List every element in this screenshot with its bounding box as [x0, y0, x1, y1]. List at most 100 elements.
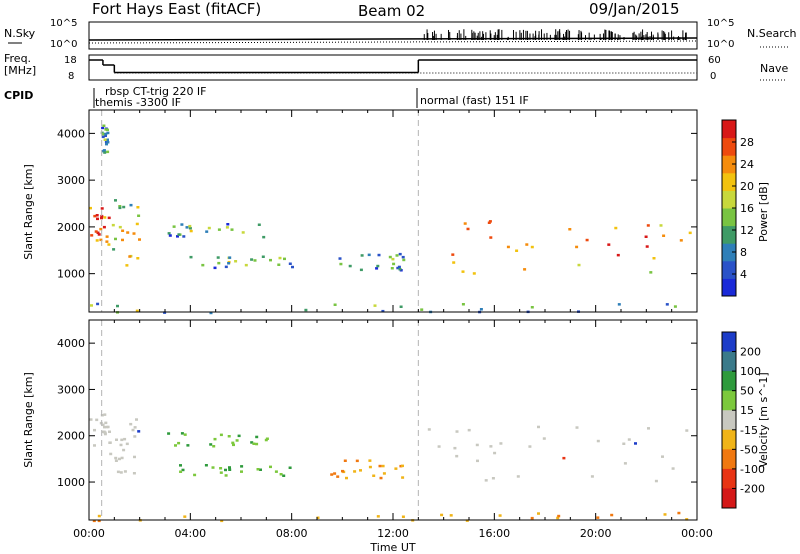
time-tick-label: 08:00	[276, 527, 308, 540]
vel-echo-cell	[379, 476, 383, 480]
power-echo-cell	[116, 304, 119, 308]
vel-echo-cell	[623, 462, 627, 465]
vel-echo-cell	[259, 468, 262, 471]
power-echo-cell	[487, 221, 491, 224]
vel-echo-cell	[627, 438, 631, 441]
vel-echo-cell	[108, 430, 111, 433]
power-echo-cell	[523, 268, 527, 271]
power-echo-cell	[617, 303, 621, 306]
colorbar-swatch	[722, 278, 736, 297]
power-echo-cell	[466, 227, 470, 231]
cpid-label: CPID	[4, 89, 33, 102]
vel-echo-cell	[401, 476, 405, 479]
vel-echo-cell	[282, 474, 286, 477]
power-echo-cell	[128, 255, 132, 258]
power-x-tick-marks	[88, 110, 698, 312]
vel-echo-cell	[109, 452, 113, 456]
vel-echo-cell	[193, 473, 197, 477]
power-echo-cell	[100, 214, 104, 218]
colorbar-swatch	[722, 225, 736, 244]
power-echo-cell	[122, 205, 126, 209]
power-echo-cell	[176, 235, 179, 238]
power-echo-cell	[644, 235, 648, 238]
colorbar-tick-label: 20	[740, 180, 754, 193]
vel-echo-cell	[542, 437, 546, 440]
vel-echo-cell	[562, 456, 566, 460]
vel-echo-cell	[228, 466, 231, 469]
power-echo-cell	[261, 255, 265, 258]
vel-echo-cell	[610, 513, 614, 517]
vel-echo-cell	[685, 518, 689, 521]
power-echo-cell	[114, 199, 117, 202]
power-echo-cell	[420, 308, 424, 311]
power-echo-cell	[104, 128, 108, 131]
power-echo-cell	[101, 135, 105, 139]
power-echo-cell	[376, 264, 380, 268]
vel-echo-cell	[133, 426, 137, 429]
vel-echo-cell	[427, 428, 431, 431]
vel-echo-cell	[123, 437, 127, 441]
power-echo-cell	[96, 231, 100, 234]
vel-echo-cell	[467, 428, 471, 432]
power-echo-cell	[381, 309, 385, 313]
nsky-traces	[88, 29, 698, 44]
vel-echo-cell	[455, 430, 459, 433]
power-echo-cell	[172, 225, 176, 228]
power-echo-cell	[391, 257, 395, 261]
power-echo-cell	[585, 238, 589, 242]
vel-echo-cell	[516, 475, 520, 478]
vel-echo-cell	[227, 435, 231, 438]
vel-echo-cell	[101, 423, 105, 427]
vel-echo-cell	[341, 469, 344, 473]
power-echo-cell	[136, 206, 140, 209]
colorbar-swatch	[722, 243, 736, 262]
power-echo-cell	[367, 253, 371, 257]
power-echo-cell	[100, 216, 103, 220]
time-tick-label: 20:00	[580, 527, 612, 540]
power-echo-cell	[111, 223, 115, 227]
vel-echo-cell	[491, 477, 495, 480]
vel-echo-cell	[122, 448, 126, 452]
vel-echo-cell	[372, 474, 376, 477]
vel-echo-cell	[264, 438, 268, 442]
velocity-y-axis-label: Slant Range [km]	[22, 372, 35, 468]
power-echo-cell	[107, 243, 111, 246]
power-echo-cell	[679, 239, 683, 242]
power-echo-cell	[209, 311, 213, 315]
colorbar-swatch	[722, 468, 736, 489]
power-echo-cell	[102, 225, 106, 229]
vel-echo-cell	[355, 459, 359, 463]
power-echo-cell	[451, 253, 455, 256]
colorbar-tick-label: 12	[740, 224, 754, 237]
vel-echo-cell	[575, 426, 579, 429]
vel-echo-cell	[596, 516, 600, 519]
vel-echo-cell	[167, 432, 171, 435]
nsearch-tick-top: 10^5	[707, 18, 734, 29]
vel-echo-cell	[212, 445, 216, 448]
nsearch-tick-bottom: 10^0	[707, 39, 734, 50]
power-echo-cell	[277, 263, 281, 266]
colorbar-tick-label: -200	[740, 482, 765, 495]
power-echo-cell	[530, 245, 534, 249]
vel-echo-cell	[596, 439, 600, 443]
power-echo-cell	[106, 141, 110, 144]
power-echo-cell	[102, 124, 106, 127]
power-echo-cell	[94, 230, 98, 233]
vel-echo-cell	[131, 428, 135, 432]
colorbar-tick-label: 8	[740, 246, 747, 259]
power-echo-cell	[250, 258, 254, 261]
vel-echo-cell	[179, 470, 183, 473]
nsearch-label: N.Search	[747, 27, 797, 40]
power-echo-cell	[177, 233, 181, 236]
vel-echo-cell	[186, 444, 190, 447]
power-echo-cell	[377, 253, 381, 257]
vel-echo-cell	[183, 515, 187, 518]
vel-echo-cell	[240, 470, 243, 473]
vel-echo-cell	[224, 474, 228, 477]
freq-panel: Freq. [MHz] 18 8 60 0 Nave	[4, 52, 788, 82]
colorbar-swatch	[722, 172, 736, 191]
power-y-axis-label: Slant Range [km]	[22, 164, 35, 260]
power-echo-cell	[125, 264, 129, 267]
vel-echo-cell	[118, 457, 121, 461]
